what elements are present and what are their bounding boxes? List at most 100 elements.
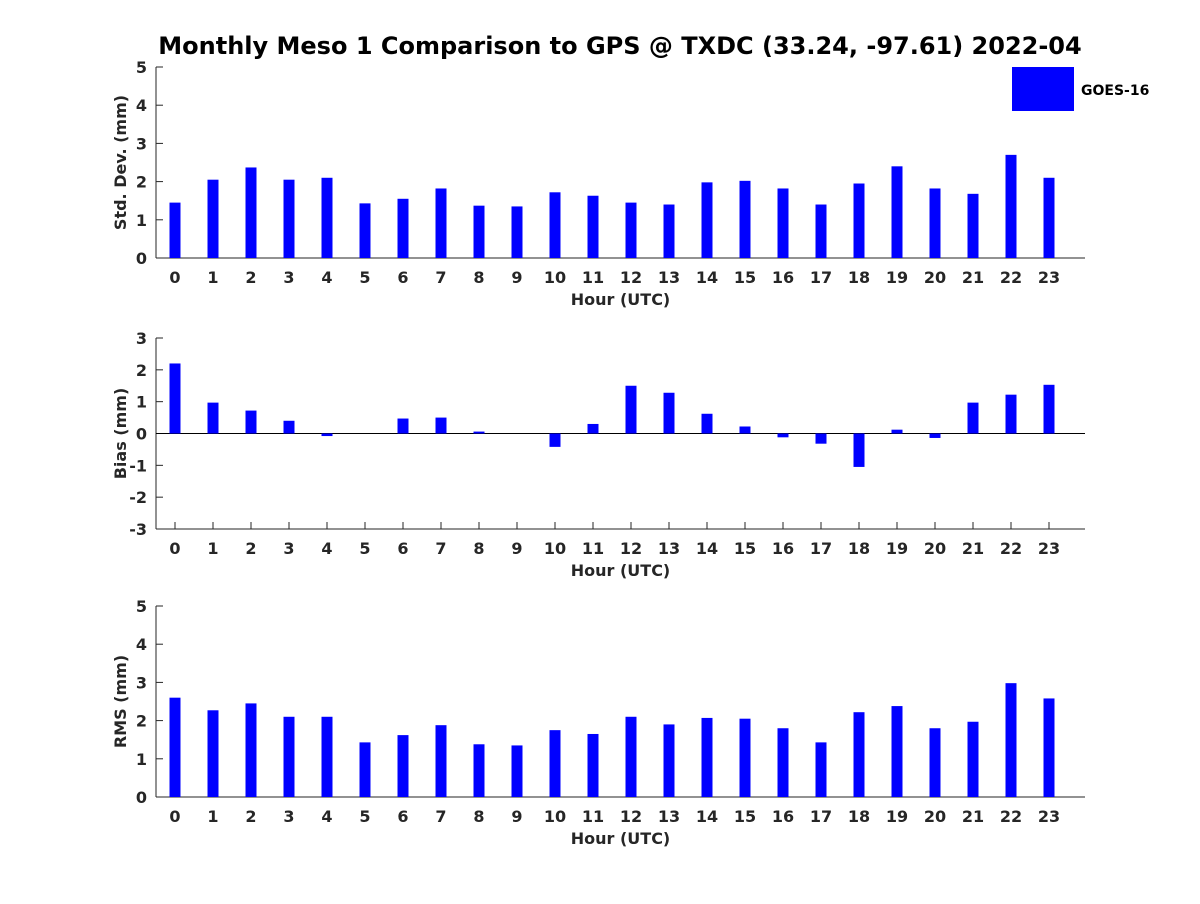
panel-2-x-tick-label: 19	[886, 539, 908, 558]
panel-3-x-tick-label: 15	[734, 807, 756, 826]
panel-3-bar-13	[663, 724, 675, 797]
panel-3-bar-12	[625, 716, 637, 797]
panel-1-x-tick-label: 7	[435, 268, 446, 287]
panel-1-bar-2	[245, 167, 257, 258]
panel-3-bar-3	[283, 716, 295, 797]
panel-1-y-tick-label: 3	[136, 134, 147, 153]
panel-2-x-tick-label: 3	[283, 539, 294, 558]
panel-1-x-tick-label: 16	[772, 268, 794, 287]
panel-2-y-tick-label: 3	[136, 329, 147, 348]
panel-3-x-tick-label: 12	[620, 807, 642, 826]
chart-title: Monthly Meso 1 Comparison to GPS @ TXDC …	[158, 32, 1081, 60]
panel-1-x-tick-label: 10	[544, 268, 566, 287]
panel-1-bar-11	[587, 195, 599, 258]
legend-swatch-goes-16	[1012, 67, 1074, 111]
panel-1-x-tick-label: 13	[658, 268, 680, 287]
panel-1-bar-8	[473, 205, 485, 258]
panel-2-x-tick-label: 18	[848, 539, 870, 558]
panel-2-x-tick-label: 13	[658, 539, 680, 558]
panel-3-y-tick-label: 4	[136, 635, 147, 654]
panel-3-bar-6	[397, 735, 409, 797]
panel-1-bar-19	[891, 166, 903, 258]
panel-2-bar-3	[283, 420, 295, 434]
panel-2-bar-19	[891, 429, 903, 434]
panel-2-bar-23	[1043, 384, 1055, 434]
panel-2-x-tick-label: 23	[1038, 539, 1060, 558]
panel-1-x-tick-label: 15	[734, 268, 756, 287]
panel-2-x-tick-label: 5	[359, 539, 370, 558]
panel-3-bar-15	[739, 718, 751, 797]
panel-3-y-tick-label: 5	[136, 597, 147, 616]
panel-1-bar-18	[853, 183, 865, 258]
panel-2-x-tick-label: 20	[924, 539, 946, 558]
panel-1-bar-22	[1005, 154, 1017, 258]
panel-2-x-tick-label: 9	[511, 539, 522, 558]
panel-1-bar-12	[625, 202, 637, 258]
panel-1-x-tick-label: 3	[283, 268, 294, 287]
panel-1-bar-9	[511, 206, 523, 258]
panel-1-bar-13	[663, 204, 675, 258]
panel-3-bar-10	[549, 730, 561, 797]
panel-3-y-axis-label: RMS (mm)	[111, 655, 130, 748]
panel-3-x-tick-label: 17	[810, 807, 832, 826]
panel-1-x-tick-label: 9	[511, 268, 522, 287]
panel-2-bar-11	[587, 423, 599, 434]
panel-1-y-tick-label: 5	[136, 58, 147, 77]
panel-2-x-tick-label: 11	[582, 539, 604, 558]
panel-3-x-tick-label: 20	[924, 807, 946, 826]
panel-3-bar-7	[435, 725, 447, 797]
panel-3-x-tick-label: 7	[435, 807, 446, 826]
panel-1-bar-10	[549, 192, 561, 258]
panel-3-x-tick-label: 0	[169, 807, 180, 826]
panel-1-x-tick-label: 14	[696, 268, 718, 287]
panel-1-bar-5	[359, 203, 371, 258]
panel-2-y-tick-label: 1	[136, 393, 147, 412]
panel-2-x-tick-label: 14	[696, 539, 718, 558]
panel-3-x-tick-label: 3	[283, 807, 294, 826]
panel-2-y-tick-label: -1	[129, 456, 147, 475]
panel-1-x-tick-label: 20	[924, 268, 946, 287]
panel-3-x-tick-label: 4	[321, 807, 332, 826]
panel-1-bar-20	[929, 188, 941, 258]
panel-1-y-tick-label: 2	[136, 173, 147, 192]
panel-2-x-tick-label: 22	[1000, 539, 1022, 558]
panel-1-x-tick-label: 23	[1038, 268, 1060, 287]
panel-3-x-tick-label: 18	[848, 807, 870, 826]
panel-3-bar-19	[891, 706, 903, 797]
panel-3-x-tick-label: 2	[245, 807, 256, 826]
panel-2-bar-12	[625, 385, 637, 434]
panel-3-x-tick-label: 22	[1000, 807, 1022, 826]
panel-3-x-axis-label: Hour (UTC)	[571, 829, 671, 848]
panel-2-y-axis-label: Bias (mm)	[111, 388, 130, 480]
panel-3-bar-17	[815, 742, 827, 797]
panel-3-bar-18	[853, 712, 865, 797]
panel-1-x-tick-label: 22	[1000, 268, 1022, 287]
panel-3-x-tick-label: 13	[658, 807, 680, 826]
panel-2-x-tick-label: 10	[544, 539, 566, 558]
panel-2-bar-17	[815, 433, 827, 444]
panel-2-bar-18	[853, 433, 865, 467]
panel-2-x-axis-label: Hour (UTC)	[571, 561, 671, 580]
panel-3-bar-4	[321, 716, 333, 797]
panel-1-x-tick-label: 11	[582, 268, 604, 287]
panel-2-bar-22	[1005, 394, 1017, 434]
panel-2-bar-2	[245, 410, 257, 434]
panel-2-x-tick-label: 12	[620, 539, 642, 558]
panel-1-x-tick-label: 1	[207, 268, 218, 287]
panel-3-bar-1	[207, 710, 219, 797]
panel-3-bar-14	[701, 717, 713, 797]
panel-2-x-tick-label: 0	[169, 539, 180, 558]
panel-3-bar-11	[587, 733, 599, 797]
panel-1-x-tick-label: 8	[473, 268, 484, 287]
legend: GOES-16	[1012, 67, 1149, 111]
panel-1-bar-6	[397, 198, 409, 258]
panel-2-x-tick-label: 4	[321, 539, 332, 558]
panel-3-bar-22	[1005, 683, 1017, 797]
panel-3-x-tick-label: 23	[1038, 807, 1060, 826]
